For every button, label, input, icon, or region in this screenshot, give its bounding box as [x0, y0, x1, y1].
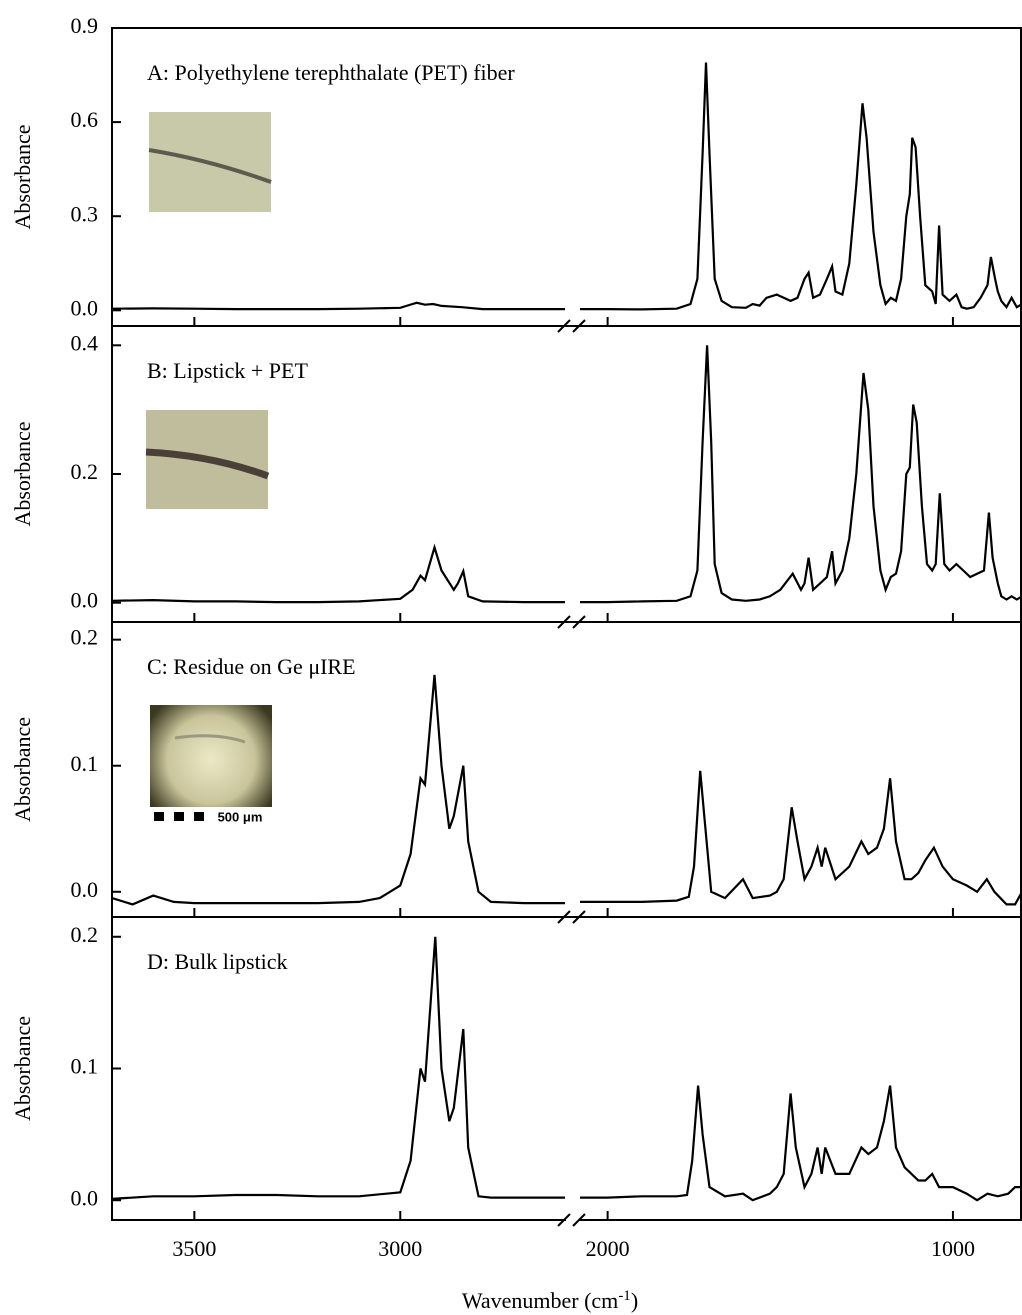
x-axis-label-part: -1 — [618, 1288, 631, 1304]
y-tick-label: 0.3 — [71, 201, 99, 226]
y-tick-label: 0.9 — [71, 13, 99, 38]
y-tick-label: 0.1 — [71, 1054, 99, 1079]
panel-title: C: Residue on Ge μIRE — [147, 654, 356, 679]
x-tick-label: 3500 — [172, 1236, 216, 1261]
spectrum-line — [111, 62, 1022, 311]
x-axis-label: Wavenumber (cm-1) — [462, 1288, 638, 1313]
y-tick-label: 0.0 — [71, 588, 99, 613]
x-tick-label: 1000 — [931, 1236, 975, 1261]
x-tick-label: 2000 — [586, 1236, 630, 1261]
axis-break — [557, 1213, 571, 1227]
y-tick-label: 0.2 — [71, 625, 99, 650]
spectrum-line — [111, 674, 1022, 906]
axis-break — [572, 1213, 586, 1227]
y-tick-label: 0.0 — [71, 877, 99, 902]
y-tick-label: 0.6 — [71, 107, 99, 132]
spectrum-line — [111, 345, 1022, 604]
inset-b — [145, 410, 270, 509]
x-tick-label: 3000 — [378, 1236, 422, 1261]
x-axis-label-part: Wavenumber (cm — [462, 1288, 618, 1313]
inset-c: 500 μm — [150, 705, 272, 827]
panel-title: B: Lipstick + PET — [147, 358, 308, 383]
y-tick-label: 0.2 — [71, 459, 99, 484]
y-axis-label: Absorbance — [10, 421, 35, 526]
panel-title: D: Bulk lipstick — [147, 949, 288, 974]
x-axis-label-part: ) — [631, 1288, 638, 1313]
panel-title: A: Polyethylene terephthalate (PET) fibe… — [147, 60, 515, 85]
y-axis-label: Absorbance — [10, 1016, 35, 1121]
y-tick-label: 0.1 — [71, 751, 99, 776]
y-axis-label: Absorbance — [10, 124, 35, 229]
y-axis-label: Absorbance — [10, 717, 35, 822]
inset-a — [148, 112, 272, 212]
y-tick-label: 0.0 — [71, 1185, 99, 1210]
y-tick-label: 0.2 — [71, 922, 99, 947]
y-tick-label: 0.4 — [71, 330, 99, 355]
scale-label: 500 μm — [218, 809, 263, 824]
y-tick-label: 0.0 — [71, 295, 99, 320]
spectrum-line — [111, 936, 1022, 1202]
